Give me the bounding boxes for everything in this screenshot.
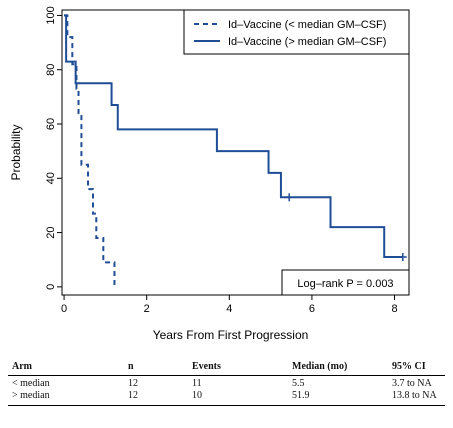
cell-n: 12 <box>128 378 138 389</box>
legend-box <box>183 9 410 55</box>
cell-arm: > median <box>12 390 50 401</box>
series-above-median-line <box>64 14 403 258</box>
header-n: n <box>128 361 134 372</box>
pvalue-frame <box>281 269 410 296</box>
y-tick-label: 0 <box>45 284 57 290</box>
x-axis-label: Years From First Progression <box>153 328 309 342</box>
header-ci: 95% CI <box>392 361 426 372</box>
y-tick-label: 100 <box>45 6 57 24</box>
cell-events: 10 <box>192 390 202 401</box>
summary-table: Arm n Events Median (mo) 95% CI < median… <box>8 361 445 406</box>
legend: Id–Vaccine (< median GM–CSF) Id–Vaccine (… <box>183 9 410 55</box>
cell-arm: < median <box>12 378 50 389</box>
y-axis-label: Probability <box>9 124 23 180</box>
header-arm: Arm <box>12 361 32 372</box>
x-tick-label: 2 <box>144 303 150 315</box>
pvalue-label: Log–rank P = 0.003 <box>297 278 393 290</box>
pvalue-box: Log–rank P = 0.003 <box>281 269 410 296</box>
header-events: Events <box>192 361 221 372</box>
x-tick-label: 4 <box>226 303 232 315</box>
cell-ci: 13.8 to NA <box>392 390 437 401</box>
x-tick-label: 6 <box>309 303 315 315</box>
cell-n: 12 <box>128 390 138 401</box>
header-median: Median (mo) <box>292 361 348 372</box>
x-tick-label: 0 <box>61 303 67 315</box>
y-tick-label: 60 <box>45 118 57 130</box>
cell-median: 51.9 <box>292 390 310 401</box>
y-tick-label: 40 <box>45 172 57 184</box>
cell-ci: 3.7 to NA <box>392 378 432 389</box>
legend-entry: Id–Vaccine (> median GM–CSF) <box>228 36 386 48</box>
series-below-median-line <box>64 14 116 287</box>
legend-entry: Id–Vaccine (< median GM–CSF) <box>228 19 386 31</box>
y-tick-label: 80 <box>45 64 57 76</box>
x-tick-label: 8 <box>391 303 397 315</box>
series-layer <box>64 14 407 287</box>
table-row: < median 12 11 5.5 3.7 to NA <box>8 376 445 391</box>
table-header-row: Arm n Events Median (mo) 95% CI <box>8 361 445 376</box>
y-tick-label: 20 <box>45 226 57 238</box>
cell-median: 5.5 <box>292 378 305 389</box>
cell-events: 11 <box>192 378 202 389</box>
table-row: > median 12 10 51.9 13.8 to NA <box>8 390 445 406</box>
